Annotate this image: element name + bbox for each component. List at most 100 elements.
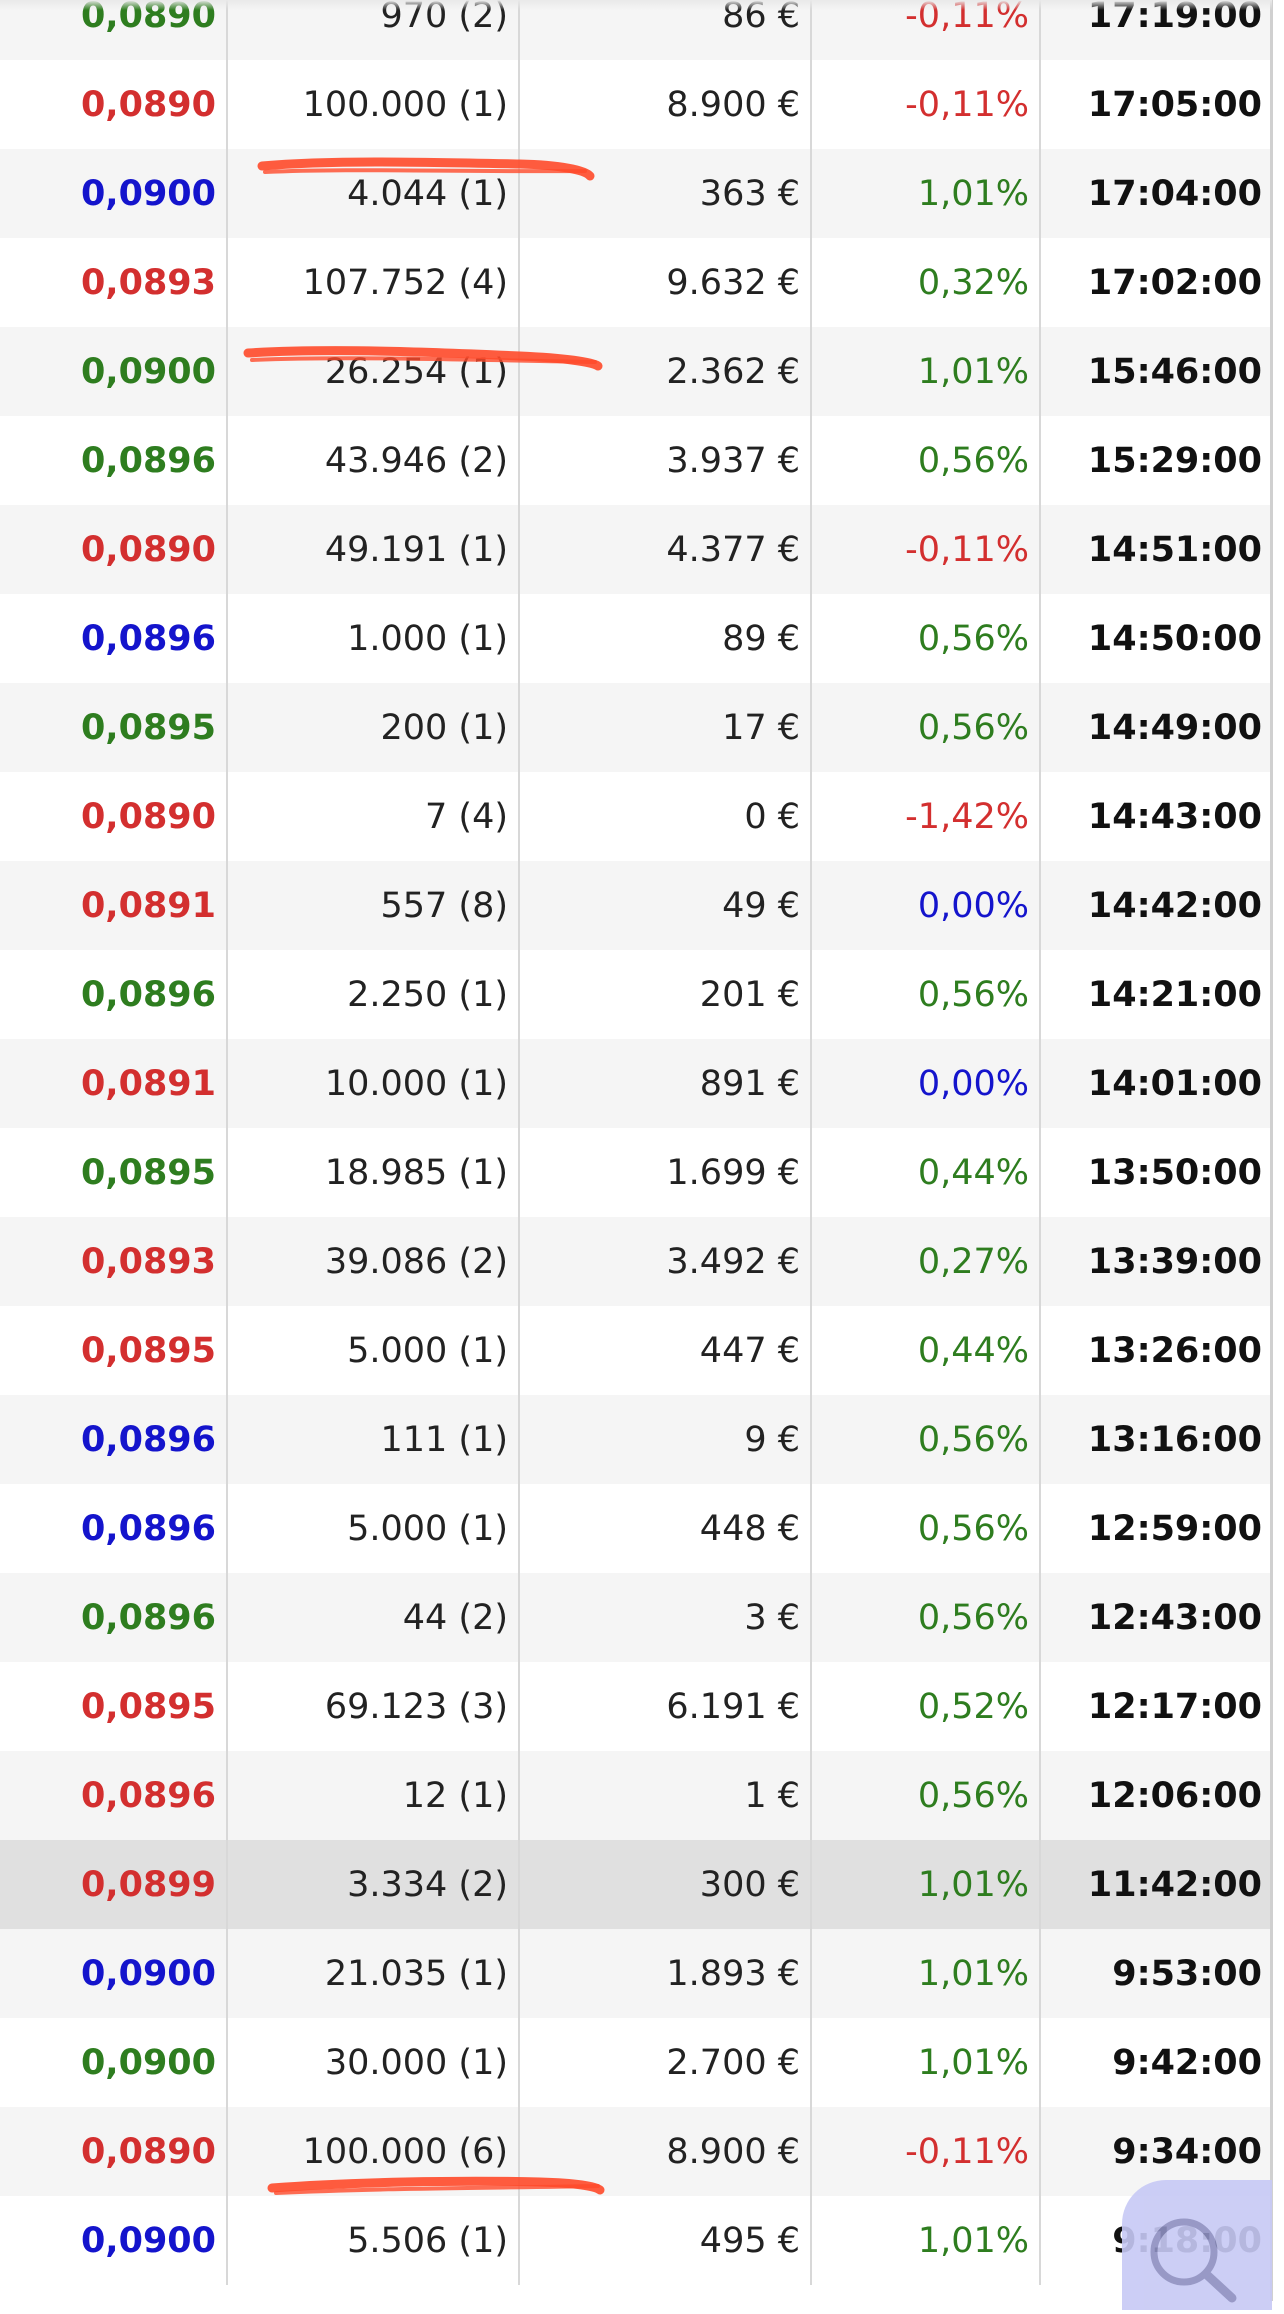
change-cell: 0,00% [812, 1039, 1041, 1128]
amount-cell: 17 € [520, 683, 812, 772]
change-cell: -1,42% [812, 772, 1041, 861]
volume-cell: 39.086 (2) [228, 1217, 520, 1306]
amount-cell: 1 € [520, 1751, 812, 1840]
trades-table: 0,0890 970 (2) 86 € -0,11% 17:19:00 0,0890 100… [0, 0, 1272, 2285]
price-cell: 0,0900 [0, 1929, 228, 2018]
change-cell: 0,44% [812, 1306, 1041, 1395]
table-row: 0,0900 30.000 (1) 2.700 €1,01% 9:42:00 [0, 2018, 1272, 2107]
amount-cell: 1.893 € [520, 1929, 812, 2018]
time-cell: 12:17:00 [1087, 1686, 1262, 1727]
table-right-border [1270, 0, 1273, 2301]
volume-cell: 44 (2) [228, 1573, 520, 1662]
time-cell: 14:49:00 [1087, 707, 1262, 748]
price-cell: 0,0895 [0, 1306, 228, 1395]
volume-cell: 18.985 (1) [228, 1128, 520, 1217]
volume-cell: 30.000 (1) [228, 2018, 520, 2107]
table-row: 0,0900 26.254 (1) 2.362 €1,01% 15:46:00 [0, 327, 1272, 416]
time-cell: 14:42:00 [1087, 885, 1262, 926]
volume-cell: 100.000 (1) [228, 60, 520, 149]
change-cell: 0,56% [812, 1395, 1041, 1484]
price-cell: 0,0895 [0, 683, 228, 772]
table-row: 0,0896 44 (2) 3 €0,56% 12:43:00 [0, 1573, 1272, 1662]
change-cell: 1,01% [812, 2196, 1041, 2285]
amount-cell: 9.632 € [520, 238, 812, 327]
price-cell: 0,0896 [0, 416, 228, 505]
zoom-button[interactable] [1122, 2180, 1272, 2310]
volume-cell: 3.334 (2) [228, 1840, 520, 1929]
table-row: 0,0891 10.000 (1) 891 €0,00% 14:01:00 [0, 1039, 1272, 1128]
volume-cell: 557 (8) [228, 861, 520, 950]
change-cell: 1,01% [812, 149, 1041, 238]
price-cell: 0,0891 [0, 1039, 228, 1128]
volume-cell: 5.000 (1) [228, 1484, 520, 1573]
price-cell: 0,0890 [0, 772, 228, 861]
table-row: 0,0895 5.000 (1) 447 €0,44% 13:26:00 [0, 1306, 1272, 1395]
change-cell: -0,11% [812, 2107, 1041, 2196]
header-shadow [0, 0, 1272, 10]
volume-cell: 100.000 (6) [228, 2107, 520, 2196]
price-cell: 0,0893 [0, 1217, 228, 1306]
amount-cell: 448 € [520, 1484, 812, 1573]
price-cell: 0,0900 [0, 2018, 228, 2107]
volume-cell: 5.506 (1) [228, 2196, 520, 2285]
change-cell: 0,56% [812, 1751, 1041, 1840]
table-row: 0,0890 100.000 (1) 8.900 € -0,11% 17:05:00 [0, 60, 1272, 149]
amount-cell: 495 € [520, 2196, 812, 2285]
change-cell: 0,56% [812, 950, 1041, 1039]
table-row: 0,0891 557 (8) 49 €0,00% 14:42:00 [0, 861, 1272, 950]
time-cell: 12:59:00 [1087, 1508, 1262, 1549]
time-cell: 13:26:00 [1087, 1330, 1262, 1371]
volume-cell: 5.000 (1) [228, 1306, 520, 1395]
price-cell: 0,0890 [0, 2107, 228, 2196]
amount-cell: 8.900 € [520, 60, 812, 149]
volume-cell: 4.044 (1) [228, 149, 520, 238]
amount-cell: 9 € [520, 1395, 812, 1484]
price-cell: 0,0900 [0, 327, 228, 416]
time-cell: 14:43:00 [1087, 796, 1262, 837]
price-cell: 0,0896 [0, 950, 228, 1039]
price-cell: 0,0896 [0, 1573, 228, 1662]
change-cell: 1,01% [812, 327, 1041, 416]
volume-cell: 21.035 (1) [228, 1929, 520, 2018]
time-cell: 14:50:00 [1087, 618, 1262, 659]
amount-cell: 3 € [520, 1573, 812, 1662]
amount-cell: 447 € [520, 1306, 812, 1395]
price-cell: 0,0893 [0, 238, 228, 327]
table-row: 0,0893 39.086 (2) 3.492 €0,27% 13:39:00 [0, 1217, 1272, 1306]
volume-cell: 2.250 (1) [228, 950, 520, 1039]
time-cell: 14:51:00 [1087, 529, 1262, 570]
change-cell: 0,44% [812, 1128, 1041, 1217]
time-cell: 13:50:00 [1087, 1152, 1262, 1193]
change-cell: 0,52% [812, 1662, 1041, 1751]
time-cell: 9:34:00 [1112, 2131, 1262, 2172]
table-row: 0,0896 43.946 (2) 3.937 €0,56% 15:29:00 [0, 416, 1272, 505]
change-cell: 0,56% [812, 683, 1041, 772]
change-cell: 1,01% [812, 1929, 1041, 2018]
volume-cell: 26.254 (1) [228, 327, 520, 416]
table-row: 0,0895 18.985 (1) 1.699 €0,44% 13:50:00 [0, 1128, 1272, 1217]
price-cell: 0,0900 [0, 149, 228, 238]
time-cell: 14:21:00 [1087, 974, 1262, 1015]
volume-cell: 1.000 (1) [228, 594, 520, 683]
amount-cell: 89 € [520, 594, 812, 683]
time-cell: 12:43:00 [1087, 1597, 1262, 1638]
amount-cell: 8.900 € [520, 2107, 812, 2196]
change-cell: 0,32% [812, 238, 1041, 327]
volume-cell: 43.946 (2) [228, 416, 520, 505]
amount-cell: 49 € [520, 861, 812, 950]
price-cell: 0,0895 [0, 1128, 228, 1217]
amount-cell: 2.362 € [520, 327, 812, 416]
magnifier-icon [1150, 2218, 1237, 2303]
amount-cell: 891 € [520, 1039, 812, 1128]
volume-cell: 107.752 (4) [228, 238, 520, 327]
price-cell: 0,0890 [0, 505, 228, 594]
change-cell: -0,11% [812, 60, 1041, 149]
volume-cell: 12 (1) [228, 1751, 520, 1840]
time-cell: 13:16:00 [1087, 1419, 1262, 1460]
volume-cell: 7 (4) [228, 772, 520, 861]
time-cell: 17:05:00 [1087, 84, 1262, 125]
table-row: 0,0900 4.044 (1) 363 €1,01% 17:04:00 [0, 149, 1272, 238]
volume-cell: 200 (1) [228, 683, 520, 772]
price-cell: 0,0899 [0, 1840, 228, 1929]
